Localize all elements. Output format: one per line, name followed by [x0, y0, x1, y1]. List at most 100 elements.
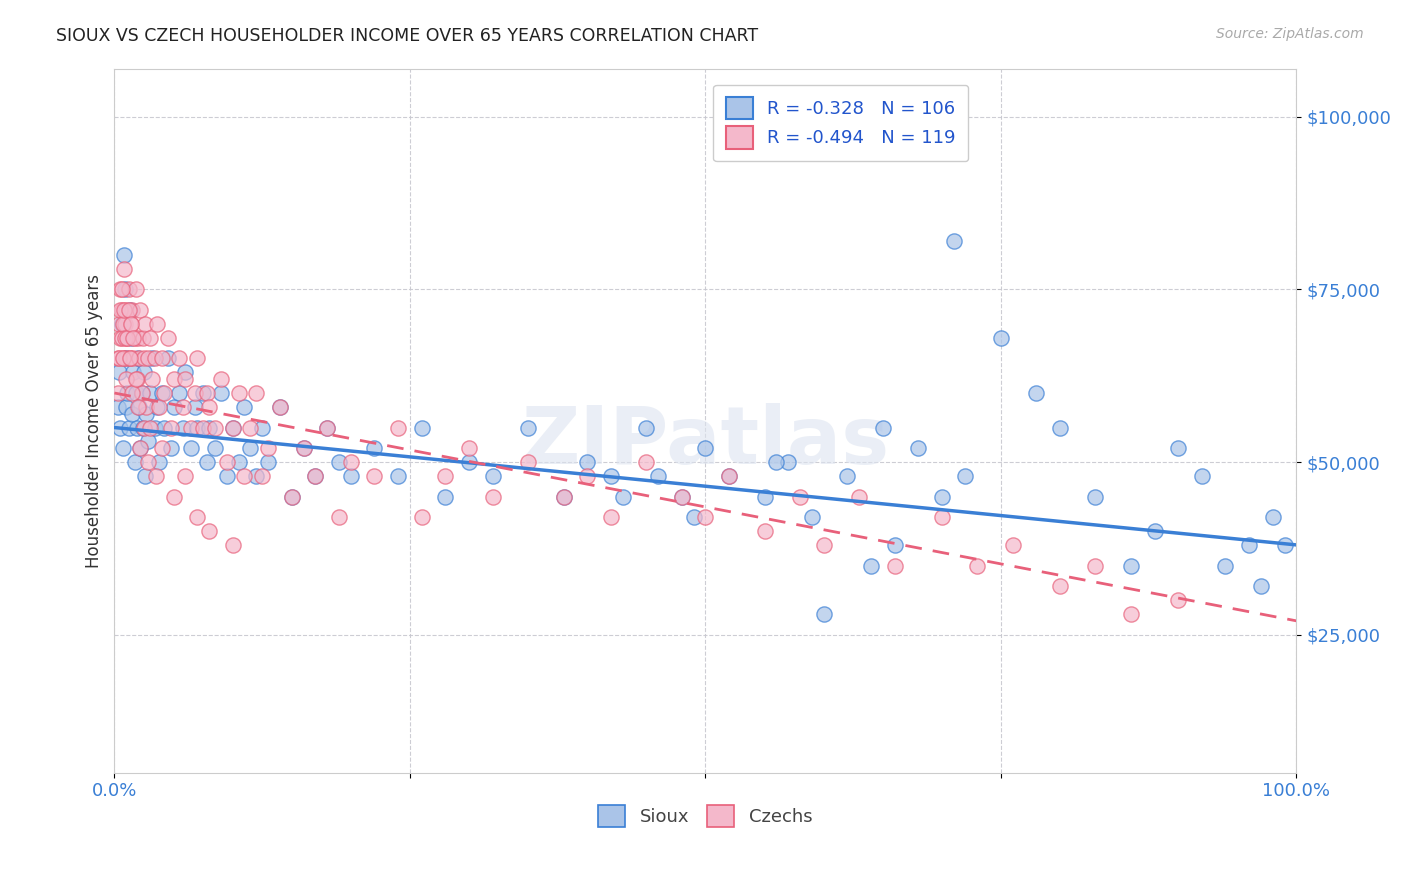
Point — [125, 282, 148, 296]
Point — [204, 442, 226, 456]
Point — [180, 442, 202, 456]
Point — [111, 351, 134, 366]
Point — [108, 365, 131, 379]
Point — [198, 420, 221, 434]
Point — [1025, 386, 1047, 401]
Point — [120, 317, 142, 331]
Point — [221, 420, 243, 434]
Point — [145, 468, 167, 483]
Point — [813, 607, 835, 621]
Point — [169, 386, 191, 401]
Point — [754, 524, 776, 538]
Point — [115, 351, 138, 366]
Point — [328, 455, 350, 469]
Point — [162, 490, 184, 504]
Point — [141, 351, 163, 366]
Point — [191, 420, 214, 434]
Point — [1119, 607, 1142, 621]
Point — [883, 538, 905, 552]
Point — [132, 420, 155, 434]
Point — [184, 400, 207, 414]
Point — [115, 400, 138, 414]
Point — [1084, 558, 1107, 573]
Point — [576, 468, 599, 483]
Point — [411, 510, 433, 524]
Point — [481, 468, 503, 483]
Point — [765, 455, 787, 469]
Point — [118, 351, 141, 366]
Point — [127, 331, 149, 345]
Point — [647, 468, 669, 483]
Point — [636, 455, 658, 469]
Point — [340, 455, 363, 469]
Point — [966, 558, 988, 573]
Point — [129, 442, 152, 456]
Point — [110, 282, 132, 296]
Point — [1250, 579, 1272, 593]
Point — [153, 386, 176, 401]
Text: SIOUX VS CZECH HOUSEHOLDER INCOME OVER 65 YEARS CORRELATION CHART: SIOUX VS CZECH HOUSEHOLDER INCOME OVER 6… — [56, 27, 758, 45]
Point — [517, 420, 540, 434]
Point — [778, 455, 800, 469]
Point — [682, 510, 704, 524]
Point — [153, 420, 176, 434]
Point — [250, 468, 273, 483]
Point — [115, 303, 138, 318]
Point — [198, 400, 221, 414]
Point — [124, 331, 146, 345]
Text: Source: ZipAtlas.com: Source: ZipAtlas.com — [1216, 27, 1364, 41]
Y-axis label: Householder Income Over 65 years: Householder Income Over 65 years — [86, 274, 103, 567]
Point — [250, 420, 273, 434]
Point — [292, 442, 315, 456]
Point — [156, 331, 179, 345]
Point — [695, 510, 717, 524]
Point — [136, 351, 159, 366]
Point — [131, 386, 153, 401]
Point — [112, 261, 135, 276]
Point — [316, 420, 339, 434]
Point — [112, 248, 135, 262]
Point — [848, 490, 870, 504]
Point — [209, 386, 232, 401]
Point — [942, 234, 965, 248]
Point — [245, 468, 267, 483]
Point — [387, 468, 409, 483]
Point — [150, 351, 173, 366]
Point — [1167, 593, 1189, 607]
Point — [115, 372, 138, 386]
Point — [718, 468, 741, 483]
Point — [872, 420, 894, 434]
Point — [859, 558, 882, 573]
Point — [1167, 442, 1189, 456]
Point — [111, 442, 134, 456]
Point — [233, 468, 256, 483]
Point — [148, 400, 170, 414]
Point — [146, 317, 169, 331]
Point — [143, 420, 166, 434]
Point — [186, 510, 208, 524]
Point — [718, 468, 741, 483]
Point — [553, 490, 575, 504]
Point — [1049, 579, 1071, 593]
Point — [1261, 510, 1284, 524]
Point — [141, 372, 163, 386]
Point — [481, 490, 503, 504]
Point — [110, 420, 132, 434]
Point — [636, 420, 658, 434]
Point — [162, 400, 184, 414]
Point — [754, 490, 776, 504]
Point — [117, 331, 139, 345]
Point — [150, 442, 173, 456]
Point — [209, 372, 232, 386]
Point — [837, 468, 859, 483]
Point — [1001, 538, 1024, 552]
Point — [180, 420, 202, 434]
Point — [115, 351, 138, 366]
Point — [292, 442, 315, 456]
Point — [131, 386, 153, 401]
Point — [117, 420, 139, 434]
Point — [122, 351, 145, 366]
Point — [132, 365, 155, 379]
Point — [233, 400, 256, 414]
Point — [269, 400, 291, 414]
